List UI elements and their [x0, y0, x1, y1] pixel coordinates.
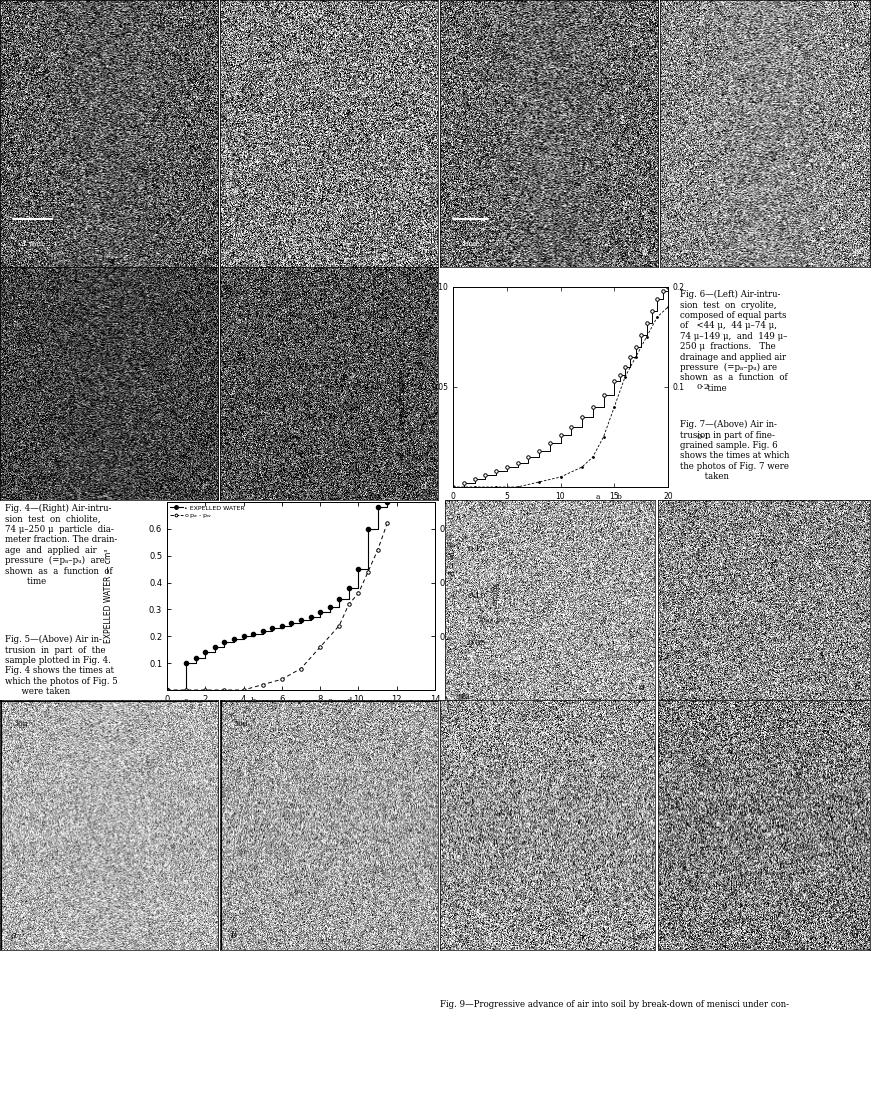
- Legend: • EXPELLED WATER, o p$_a$ - p$_w$: • EXPELLED WATER, o p$_a$ - p$_w$: [170, 505, 245, 520]
- Text: c: c: [201, 482, 208, 491]
- Y-axis label: EXPELLED WATER — cm³: EXPELLED WATER — cm³: [399, 344, 405, 430]
- Text: b: b: [853, 247, 860, 256]
- Text: c: c: [639, 931, 644, 940]
- Text: 0·10: 0·10: [467, 592, 486, 600]
- Text: 0·1: 0·1: [696, 433, 709, 441]
- Text: b: b: [231, 931, 237, 940]
- Text: a: a: [638, 683, 644, 692]
- Text: a: a: [596, 493, 601, 501]
- Text: a: a: [641, 247, 647, 256]
- Text: 30μ: 30μ: [233, 720, 248, 728]
- Text: kg/cm²: kg/cm²: [490, 582, 498, 609]
- Text: d: d: [853, 931, 860, 940]
- X-axis label: TIME — MINUTES: TIME — MINUTES: [265, 715, 337, 724]
- Text: a: a: [201, 247, 208, 256]
- Text: Fig. 9—Progressive advance of air into soil by break-down of menisci under con-: Fig. 9—Progressive advance of air into s…: [440, 1000, 789, 1009]
- Text: Fig. 4—(Right) Air-intru-
sion  test  on  chiolite,
74 μ–250 μ  particle  dia-
m: Fig. 4—(Right) Air-intru- sion test on c…: [5, 504, 117, 586]
- Text: 1mm: 1mm: [461, 240, 480, 248]
- Text: o  pₐ − pᵤ: o pₐ − pᵤ: [447, 542, 455, 578]
- Text: b: b: [617, 493, 622, 501]
- Text: 0·15: 0·15: [467, 545, 486, 553]
- Text: pₐ · pᵤ: pₐ · pᵤ: [481, 615, 504, 624]
- Text: d: d: [421, 482, 427, 491]
- Text: 30μ: 30μ: [13, 720, 28, 728]
- Text: Fig. 5—(Above) Air in-
trusion  in  part  of  the
sample plotted in Fig. 4.
Fig.: Fig. 5—(Above) Air in- trusion in part o…: [5, 635, 118, 696]
- X-axis label: TIME — MINUTES: TIME — MINUTES: [528, 504, 593, 513]
- Text: 0·05: 0·05: [467, 639, 486, 647]
- Text: b: b: [250, 697, 255, 705]
- Text: a: a: [184, 697, 188, 705]
- Text: a: a: [10, 931, 17, 940]
- Text: 1 mm: 1 mm: [22, 240, 44, 248]
- Text: 30μ: 30μ: [455, 693, 470, 702]
- Text: Fig. 7—(Above) Air in-
trusion in part of fine-
grained sample. Fig. 6
shows the: Fig. 7—(Above) Air in- trusion in part o…: [680, 420, 789, 481]
- Text: b: b: [853, 683, 860, 692]
- Text: d: d: [346, 697, 351, 705]
- Text: 0·2: 0·2: [696, 383, 709, 390]
- Text: Fig. 6—(Left) Air-intru-
sion  test  on  cryolite,
composed of equal parts
of   : Fig. 6—(Left) Air-intru- sion test on cr…: [680, 290, 787, 393]
- Y-axis label: EXPELLED WATER — cm³: EXPELLED WATER — cm³: [105, 549, 113, 643]
- Text: c: c: [327, 697, 332, 705]
- Text: b: b: [421, 247, 427, 256]
